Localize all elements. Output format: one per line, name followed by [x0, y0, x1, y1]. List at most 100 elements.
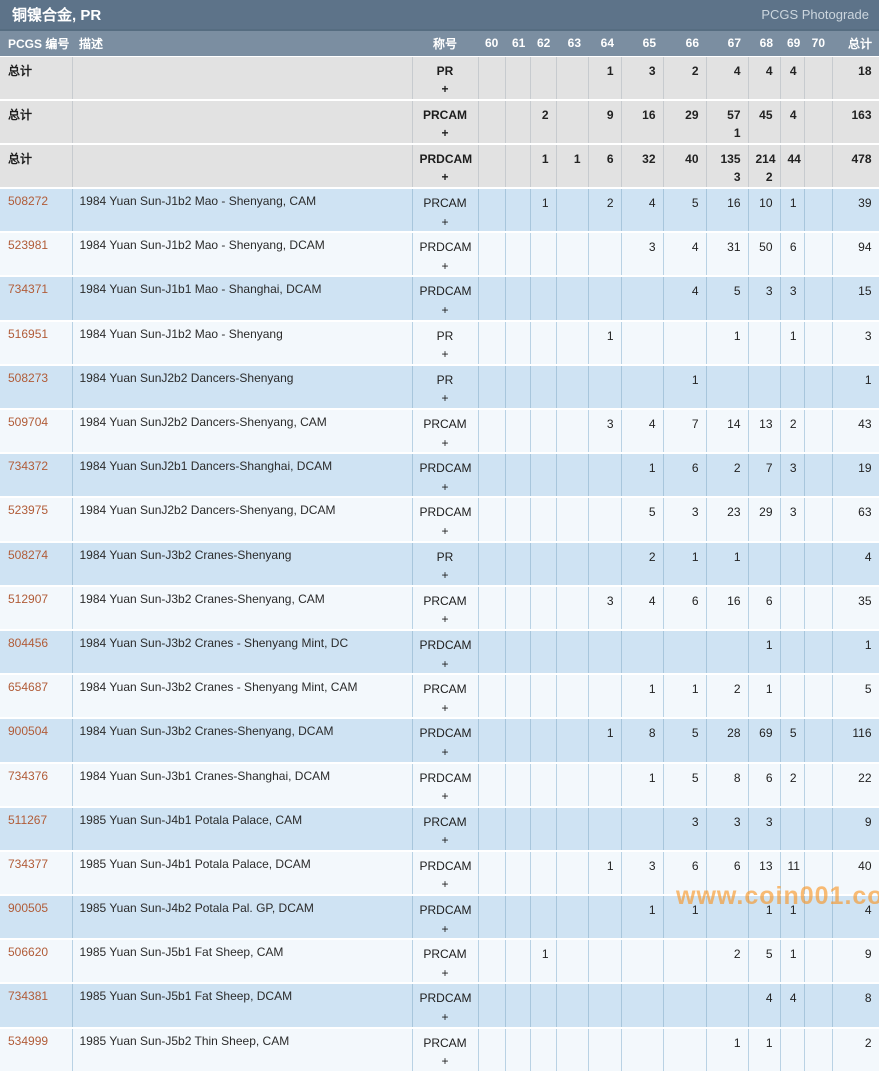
- pcgs-number-link[interactable]: 523981: [8, 238, 49, 253]
- grade-count-cell-67: 14: [706, 409, 749, 455]
- pcgs-number-cell: 508272: [0, 188, 73, 234]
- grade-count-cell-68: 6: [748, 762, 781, 808]
- grade-count-cell-65: [621, 629, 664, 676]
- grade-count-cell-66: [663, 1027, 707, 1073]
- grade-count-cell-66: 4: [663, 276, 707, 322]
- grade-count-cell-60: [478, 762, 506, 808]
- grade-count-cell-60: [478, 143, 506, 190]
- grade-count-cell-69: 1: [780, 320, 805, 366]
- photograde-link[interactable]: PCGS Photograde: [761, 7, 869, 22]
- pcgs-number-link[interactable]: 654687: [8, 680, 49, 695]
- table-row: 534999 1985 Yuan Sun-J5b2 Thin Sheep, CAM…: [0, 1027, 879, 1073]
- total-cell: 1: [832, 629, 879, 676]
- grade-count-cell-68: 1: [748, 895, 781, 941]
- grade-count-cell-62: [530, 541, 557, 587]
- header-grade-64: 64: [588, 31, 621, 57]
- pcgs-number-link[interactable]: 516951: [8, 326, 49, 341]
- grade-count-cell-61: [505, 497, 531, 543]
- table-row: 511267 1985 Yuan Sun-J4b1 Potala Palace, …: [0, 806, 879, 852]
- pcgs-number-link[interactable]: 508272: [8, 194, 49, 209]
- total-cell: 3: [832, 320, 879, 366]
- grade-count-cell-68: 4: [748, 56, 781, 101]
- pcgs-number-link[interactable]: 734381: [8, 989, 49, 1004]
- grade-count-cell-67: 1: [706, 541, 749, 587]
- table-row: 734376 1984 Yuan Sun-J3b1 Cranes-Shanghai…: [0, 762, 879, 808]
- grade-count-cell-66: 3: [663, 497, 707, 543]
- total-cell: 15: [832, 276, 879, 322]
- grade-count-cell-69: 6: [780, 232, 805, 278]
- grade-count-cell-63: [556, 232, 589, 278]
- grade-count-cell-60: [478, 232, 506, 278]
- grade-count-cell-67: 1: [706, 1027, 749, 1073]
- grade-count-cell-68: 4: [748, 983, 781, 1029]
- grade-count-cell-66: 5: [663, 188, 707, 234]
- designation: PRCAM +: [412, 939, 479, 985]
- coin-description: 1984 Yuan Sun-J1b2 Mao - Shenyang: [72, 320, 413, 366]
- grade-count-cell-62: [530, 718, 557, 764]
- pcgs-number-link[interactable]: 508273: [8, 370, 49, 385]
- total-cell: 116: [832, 718, 879, 764]
- grade-count-cell-62: [530, 232, 557, 278]
- pcgs-number-link[interactable]: 511267: [8, 812, 48, 827]
- grade-count-cell-70: [804, 674, 833, 720]
- grade-count-cell-68: 7: [748, 453, 781, 499]
- grade-count-cell-63: [556, 718, 589, 764]
- designation: PRDCAM +: [412, 276, 479, 322]
- grade-count-cell-65: 1: [621, 762, 664, 808]
- grade-count-cell-61: [505, 99, 531, 145]
- grade-count-cell-69: 1: [780, 188, 805, 234]
- grade-count-cell-70: [804, 895, 833, 941]
- summary-label: 总计: [0, 99, 73, 145]
- coin-description: 1985 Yuan Sun-J5b1 Fat Sheep, DCAM: [72, 983, 413, 1029]
- summary-row: 总计 PR +1 3 2 4 4 4 18: [0, 56, 879, 101]
- grade-count-cell-65: 3: [621, 232, 664, 278]
- designation: PRDCAM +: [412, 762, 479, 808]
- header-grade-65: 65: [621, 31, 663, 57]
- grade-count-cell-68: 50: [748, 232, 781, 278]
- pcgs-number-link[interactable]: 509704: [8, 415, 49, 429]
- grade-count-cell-66: 40: [663, 143, 707, 190]
- grade-count-cell-65: [621, 806, 664, 852]
- grade-count-cell-61: [505, 188, 531, 234]
- grade-count-cell-63: [556, 364, 589, 411]
- total-cell: 40: [832, 850, 879, 897]
- grade-count-cell-68: [748, 320, 781, 366]
- pcgs-number-link[interactable]: 900504: [8, 724, 49, 739]
- grade-count-cell-65: 3: [621, 850, 664, 897]
- grade-count-cell-60: [478, 629, 506, 676]
- grade-count-cell-63: [556, 585, 589, 631]
- pcgs-number-link[interactable]: 734377: [8, 856, 49, 871]
- coin-description: 1985 Yuan Sun-J4b1 Potala Palace, CAM: [72, 806, 413, 852]
- pcgs-number-link[interactable]: 734372: [8, 459, 49, 474]
- grade-count-cell-61: [505, 276, 531, 322]
- coin-description: 1984 Yuan Sun-J3b1 Cranes-Shanghai, DCAM: [72, 762, 413, 808]
- grade-count-cell-61: [505, 585, 531, 631]
- grade-count-cell-69: 3: [780, 276, 805, 322]
- pcgs-number-link[interactable]: 508274: [8, 547, 49, 562]
- grade-count-cell-63: [556, 806, 589, 852]
- grade-count-cell-65: [621, 1027, 664, 1073]
- grade-count-cell-70: [804, 850, 833, 897]
- pcgs-number-link[interactable]: 512907: [8, 591, 49, 606]
- grade-count-cell-61: [505, 364, 531, 411]
- pcgs-number-link[interactable]: 534999: [8, 1033, 49, 1048]
- total-cell: 478: [832, 143, 879, 190]
- table-row: 509704 1984 Yuan SunJ2b2 Dancers-Shenyang…: [0, 409, 879, 455]
- pcgs-number-link[interactable]: 804456: [8, 635, 49, 650]
- pcgs-number-link[interactable]: 900505: [8, 901, 49, 916]
- designation: PRDCAM +: [412, 453, 479, 499]
- grade-count-cell-70: [804, 320, 833, 366]
- coin-description: 1985 Yuan Sun-J5b2 Thin Sheep, CAM: [72, 1027, 413, 1073]
- grade-count-cell-65: 4: [621, 585, 664, 631]
- grade-count-cell-68: 10: [748, 188, 781, 234]
- grade-count-cell-66: [663, 983, 707, 1029]
- pcgs-number-link[interactable]: 734371: [8, 282, 49, 297]
- grade-count-cell-64: [588, 939, 622, 985]
- pcgs-number-link[interactable]: 523975: [8, 503, 49, 518]
- grade-count-cell-69: 5: [780, 718, 805, 764]
- pcgs-number-link[interactable]: 506620: [8, 945, 49, 960]
- coin-description: 1984 Yuan Sun-J3b2 Cranes-Shenyang: [72, 541, 413, 587]
- pcgs-number-link[interactable]: 734376: [8, 768, 49, 783]
- grade-count-cell-67: 3: [706, 806, 749, 852]
- grade-count-cell-65: [621, 364, 664, 411]
